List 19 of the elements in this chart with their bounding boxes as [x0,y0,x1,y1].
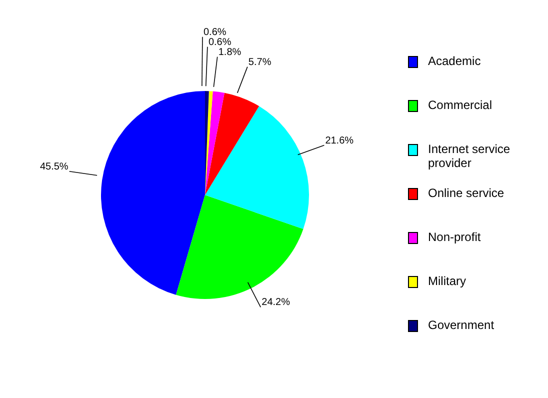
legend-label: Commercial [428,98,492,112]
pie-slice [205,92,260,195]
legend-label: Internet service provider [428,142,512,170]
data-label: 24.2% [262,297,290,308]
data-label: 1.8% [218,46,242,58]
data-label: 0.6% [203,26,226,38]
legend-label: Academic [428,54,481,68]
pie-slice [101,91,205,295]
pie-slice [205,91,224,195]
data-label: 0.6% [208,36,232,48]
legend-label: Non-profit [428,230,481,244]
data-label: 5.7% [248,56,272,68]
pie-slice [205,106,309,229]
data-label: 21.6% [325,135,354,146]
legend-label: Government [428,318,494,332]
pie-slice [176,195,304,299]
legend-label: Online service [428,186,504,200]
data-label: 45.5% [40,161,68,172]
legend-label: Military [428,274,466,288]
